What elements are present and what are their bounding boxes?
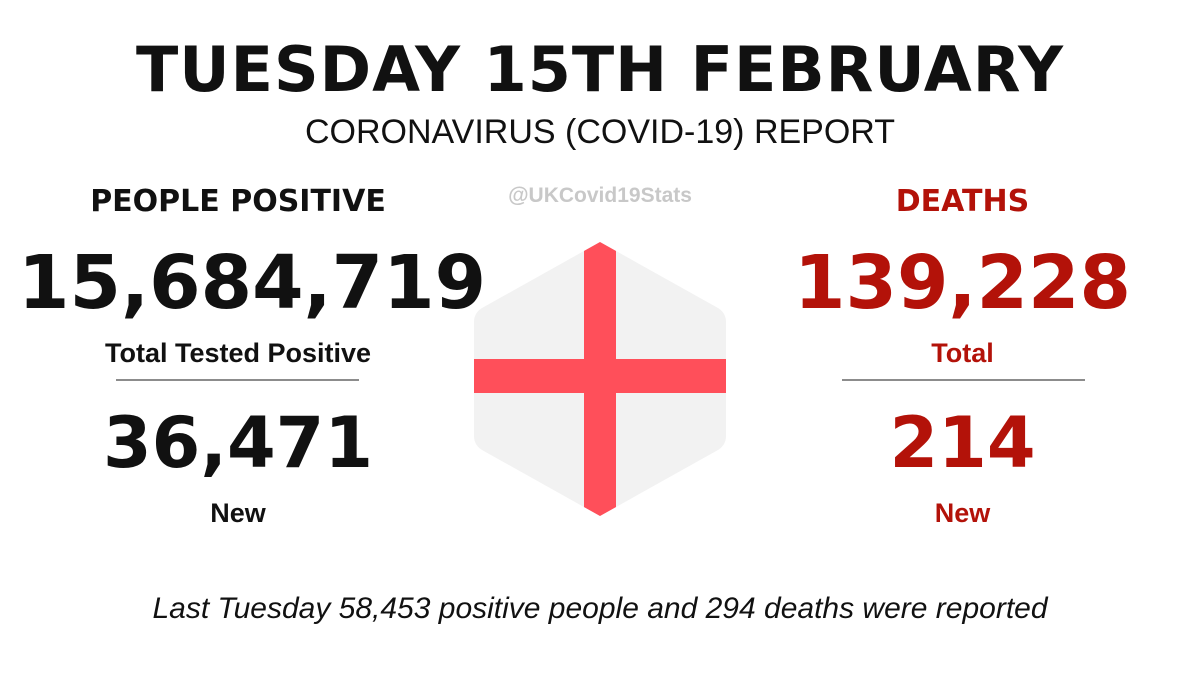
report-subtitle: CORONAVIRUS (COVID-19) REPORT: [304, 113, 896, 151]
report-title: TUESDAY 15TH FEBRUARY: [135, 33, 1065, 106]
twitter-handle: @UKCovid19Stats: [508, 184, 692, 207]
england-flag-hexagon-icon: [470, 236, 730, 522]
deaths-new-label: New: [934, 498, 991, 528]
deaths-total-value: 139,228: [793, 240, 1132, 326]
deaths-new-value: 214: [889, 402, 1036, 484]
positive-new-value: 36,471: [102, 402, 374, 484]
deaths-heading: DEATHS: [895, 184, 1030, 219]
positive-divider: [116, 379, 359, 381]
weekly-comparison-text: Last Tuesday 58,453 positive people and …: [152, 592, 1048, 625]
positive-new-label: New: [210, 498, 266, 528]
positive-heading: PEOPLE POSITIVE: [90, 184, 386, 219]
positive-total-label: Total Tested Positive: [104, 338, 372, 368]
deaths-divider: [842, 379, 1085, 381]
deaths-total-label: Total: [931, 338, 994, 368]
positive-total-value: 15,684,719: [18, 240, 487, 326]
